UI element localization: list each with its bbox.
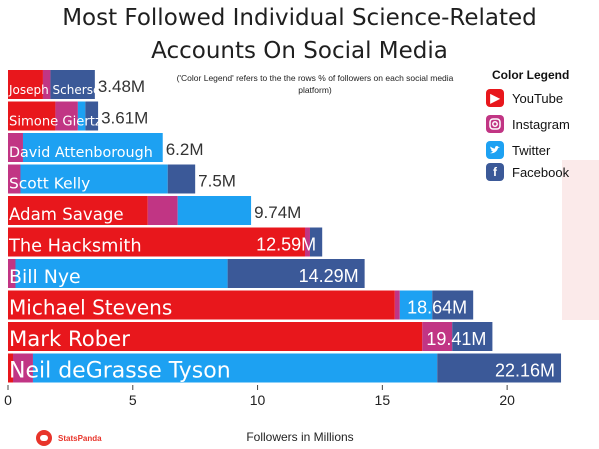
title-line-1: Most Followed Individual Science-Related xyxy=(62,5,537,31)
legend-label-twitter: Twitter xyxy=(512,142,551,158)
legend-note: ('Color Legend' refers to the the rows %… xyxy=(176,73,454,95)
bar-segment-8-2 xyxy=(452,322,493,351)
bar-value-1: 3.61M xyxy=(101,109,148,128)
bar-value-3: 7.5M xyxy=(198,172,236,191)
panda-logo-icon xyxy=(36,430,52,446)
bar-name-2: David Attenborough xyxy=(9,145,153,161)
bar-segment-1-0 xyxy=(8,101,56,131)
bar-segment-1-1 xyxy=(55,101,78,131)
legend-item-facebook: f Facebook xyxy=(486,162,569,182)
bar-segment-0-2 xyxy=(50,70,95,99)
bar-name-1: Simone Giertz xyxy=(9,115,102,130)
bar-segment-5-2 xyxy=(309,227,323,257)
bar-segment-6-2 xyxy=(227,259,365,288)
bar-name-7: Michael Stevens xyxy=(9,296,172,320)
legend-label-youtube: YouTube xyxy=(512,90,564,106)
legend-item-twitter: Twitter xyxy=(486,140,550,160)
bar-segment-9-0 xyxy=(8,353,13,383)
bar-segment-9-3 xyxy=(437,353,562,383)
bar-segment-0-1 xyxy=(42,70,51,99)
bar-segment-5-0 xyxy=(8,227,305,257)
bar-segment-7-1 xyxy=(394,290,400,320)
bar-segment-7-2 xyxy=(399,290,433,320)
bar-segment-5-1 xyxy=(304,227,310,257)
bar-segment-4-2 xyxy=(177,196,252,225)
bar-name-8: Mark Rober xyxy=(9,326,130,351)
bar-segment-6-0 xyxy=(8,259,16,288)
bar-segment-7-3 xyxy=(432,290,474,320)
legend-label-instagram: Instagram xyxy=(512,116,570,132)
x-axis-label: Followers in Millions xyxy=(246,430,354,444)
youtube-icon: ▶ xyxy=(486,89,504,107)
x-tick-label-2: 10 xyxy=(250,392,266,408)
chart-title: Most Followed Individual Science-Related… xyxy=(0,2,599,68)
bar-value-9: 22.16M xyxy=(495,361,555,381)
bar-name-9: Neil deGrasse Tyson xyxy=(9,359,231,384)
bar-name-6: Bill Nye xyxy=(9,266,81,288)
bar-segment-8-1 xyxy=(422,322,453,351)
bar-segment-0-0 xyxy=(8,70,43,99)
bar-segment-2-1 xyxy=(22,133,163,162)
background-strip xyxy=(562,160,599,320)
bar-segment-8-0 xyxy=(8,322,423,351)
bar-name-0: Joseph Scherscher xyxy=(8,83,120,97)
bar-segment-1-3 xyxy=(85,101,99,131)
bar-segment-9-2 xyxy=(32,353,438,383)
twitter-icon xyxy=(486,141,504,159)
x-tick-label-0: 0 xyxy=(4,392,12,408)
x-tick-label-1: 5 xyxy=(129,392,137,408)
instagram-icon xyxy=(486,115,504,133)
bar-segment-3-1 xyxy=(20,164,168,194)
bar-segment-4-1 xyxy=(147,196,178,225)
bar-value-8: 19.41M xyxy=(426,329,486,349)
bar-value-7: 18.64M xyxy=(407,298,467,318)
bar-segment-3-2 xyxy=(167,164,196,194)
bar-segment-4-0 xyxy=(8,196,148,225)
bar-segment-6-1 xyxy=(15,259,228,288)
bar-name-4: Adam Savage xyxy=(9,205,124,224)
bar-name-3: Scott Kelly xyxy=(9,175,90,193)
x-tick-label-3: 15 xyxy=(375,392,391,408)
bar-segment-2-0 xyxy=(8,133,23,162)
bar-segment-9-1 xyxy=(12,353,33,383)
legend-item-instagram: Instagram xyxy=(486,114,570,134)
title-line-2: Accounts On Social Media xyxy=(151,38,448,64)
facebook-icon: f xyxy=(486,163,504,181)
bar-name-5: The Hacksmith xyxy=(8,237,142,257)
legend-item-youtube: ▶ YouTube xyxy=(486,88,563,108)
bar-value-0: 3.48M xyxy=(98,77,145,96)
bar-value-5: 12.59M xyxy=(256,235,316,255)
bar-segment-7-0 xyxy=(8,290,395,320)
bar-segment-3-0 xyxy=(8,164,21,194)
legend-title: Color Legend xyxy=(492,68,570,82)
bar-segment-1-2 xyxy=(77,101,86,131)
bar-value-4: 9.74M xyxy=(254,203,301,222)
brand: StatsPanda xyxy=(36,430,102,446)
brand-name: StatsPanda xyxy=(58,433,102,443)
bar-value-2: 6.2M xyxy=(166,140,204,159)
legend-label-facebook: Facebook xyxy=(512,164,570,180)
bar-value-6: 14.29M xyxy=(299,266,359,286)
x-tick-label-4: 20 xyxy=(499,392,515,408)
